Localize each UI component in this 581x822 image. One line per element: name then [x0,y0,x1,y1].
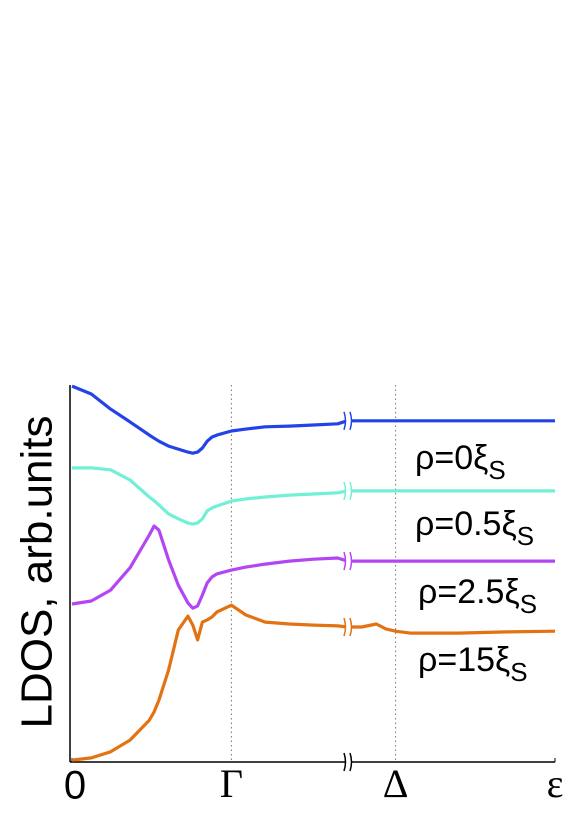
curve [71,603,556,762]
x-tick-label: Δ [383,761,409,806]
curve-label-main: ρ=15ξ [418,641,510,679]
curve-label-subscript: S [520,589,537,619]
axis-break-gap [345,752,351,772]
curve-label-subscript: S [517,521,534,551]
curve [72,466,555,526]
y-axis-label: LDOS, arb.units [13,415,62,728]
x-tick-label: Γ [220,761,243,806]
axis-break [343,551,353,571]
curve-label-subscript: S [488,455,505,485]
axis-break-gap [345,551,351,572]
curve [71,384,555,455]
curve-label: ρ=0ξS [415,439,506,485]
axis-break [343,411,353,431]
curve-label-main: ρ=2.5ξ [418,573,520,611]
curve-label: ρ=0.5ξS [415,505,534,551]
axis-break [343,617,353,637]
x-tick-label: ε [547,761,564,806]
curve-label: ρ=2.5ξS [418,573,537,619]
curve-label-main: ρ=0.5ξ [415,505,517,543]
x-tick-label: 0 [64,764,86,808]
curve-label-subscript: S [510,657,527,687]
axis-break-gap [345,410,351,431]
curve-label-main: ρ=0ξ [415,439,488,477]
curve-label: ρ=15ξS [418,641,528,687]
axis-break [343,752,353,772]
axis-break-gap [345,480,351,501]
curve [71,524,555,610]
axis-break [343,481,353,501]
axis-break-gap [345,617,351,638]
